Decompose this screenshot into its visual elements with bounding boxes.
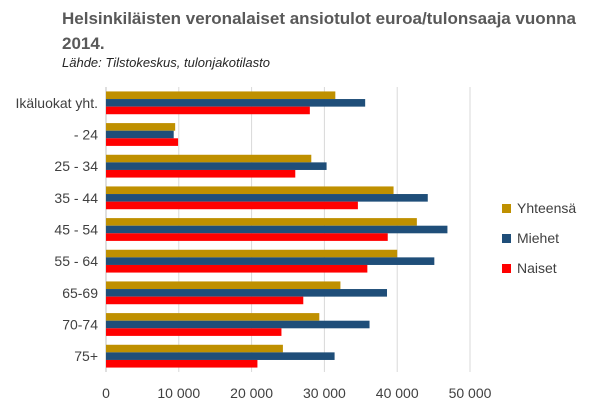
category-label: 35 - 44 <box>54 190 98 206</box>
bar-miehet-1 <box>106 130 174 139</box>
bar-naiset-4 <box>106 233 388 241</box>
bar-naiset-7 <box>106 328 282 336</box>
x-tick-label: 20 000 <box>230 385 273 401</box>
x-tick-label: 30 000 <box>303 385 346 401</box>
legend-swatch-naiset <box>502 264 511 273</box>
bar-yhteensä-0 <box>106 91 336 100</box>
bar-miehet-2 <box>106 162 327 170</box>
legend-label-miehet: Miehet <box>517 230 559 246</box>
category-label: 75+ <box>74 348 98 364</box>
category-label: 65-69 <box>62 285 98 301</box>
x-tick-labels: 0 10 000 20 000 30 000 40 000 50 000 <box>102 385 492 401</box>
bar-yhteensä-8 <box>106 344 283 353</box>
bar-miehet-5 <box>106 257 435 265</box>
legend-swatch-miehet <box>502 234 511 243</box>
bars <box>106 91 448 368</box>
legend-swatch-yhteensä <box>502 204 511 213</box>
bar-naiset-2 <box>106 169 296 178</box>
bar-naiset-5 <box>106 264 368 273</box>
bar-yhteensä-2 <box>106 154 312 163</box>
bar-miehet-4 <box>106 225 448 234</box>
legend: Yhteensä Miehet Naiset <box>502 200 576 276</box>
bar-miehet-6 <box>106 289 388 297</box>
bar-yhteensä-3 <box>106 186 394 195</box>
category-label: - 24 <box>74 127 98 143</box>
bar-yhteensä-4 <box>106 218 417 226</box>
x-tick-label: 50 000 <box>449 385 492 401</box>
bar-miehet-8 <box>106 352 335 360</box>
legend-label-yhteensä: Yhteensä <box>517 200 576 216</box>
category-labels: Ikäluokat yht. - 24 25 - 34 35 - 44 45 - 54 5… <box>16 95 99 364</box>
chart-subtitle: Lähde: Tilstokeskus, tulonjakotilasto <box>62 55 270 70</box>
category-label: 45 - 54 <box>54 222 98 238</box>
x-tick-label: 0 <box>102 385 110 401</box>
bar-naiset-3 <box>106 201 358 210</box>
category-label: 70-74 <box>62 317 98 333</box>
category-label: 55 - 64 <box>54 253 98 269</box>
bar-miehet-7 <box>106 320 370 329</box>
x-tick-label: 40 000 <box>376 385 419 401</box>
category-label: Ikäluokat yht. <box>16 95 99 111</box>
bar-naiset-6 <box>106 296 304 305</box>
x-tick-label: 10 000 <box>157 385 200 401</box>
bar-yhteensä-5 <box>106 249 398 258</box>
legend-label-naiset: Naiset <box>517 260 557 276</box>
bar-yhteensä-7 <box>106 313 320 321</box>
bar-yhteensä-6 <box>106 281 341 290</box>
chart-title: Helsinkiläisten veronalaiset ansiotulot … <box>62 9 576 53</box>
bar-naiset-8 <box>106 359 258 368</box>
bar-yhteensä-1 <box>106 123 176 131</box>
bar-naiset-0 <box>106 106 310 115</box>
bar-miehet-0 <box>106 99 366 107</box>
bar-miehet-3 <box>106 194 428 202</box>
category-label: 25 - 34 <box>54 158 98 174</box>
bar-naiset-1 <box>106 138 179 146</box>
